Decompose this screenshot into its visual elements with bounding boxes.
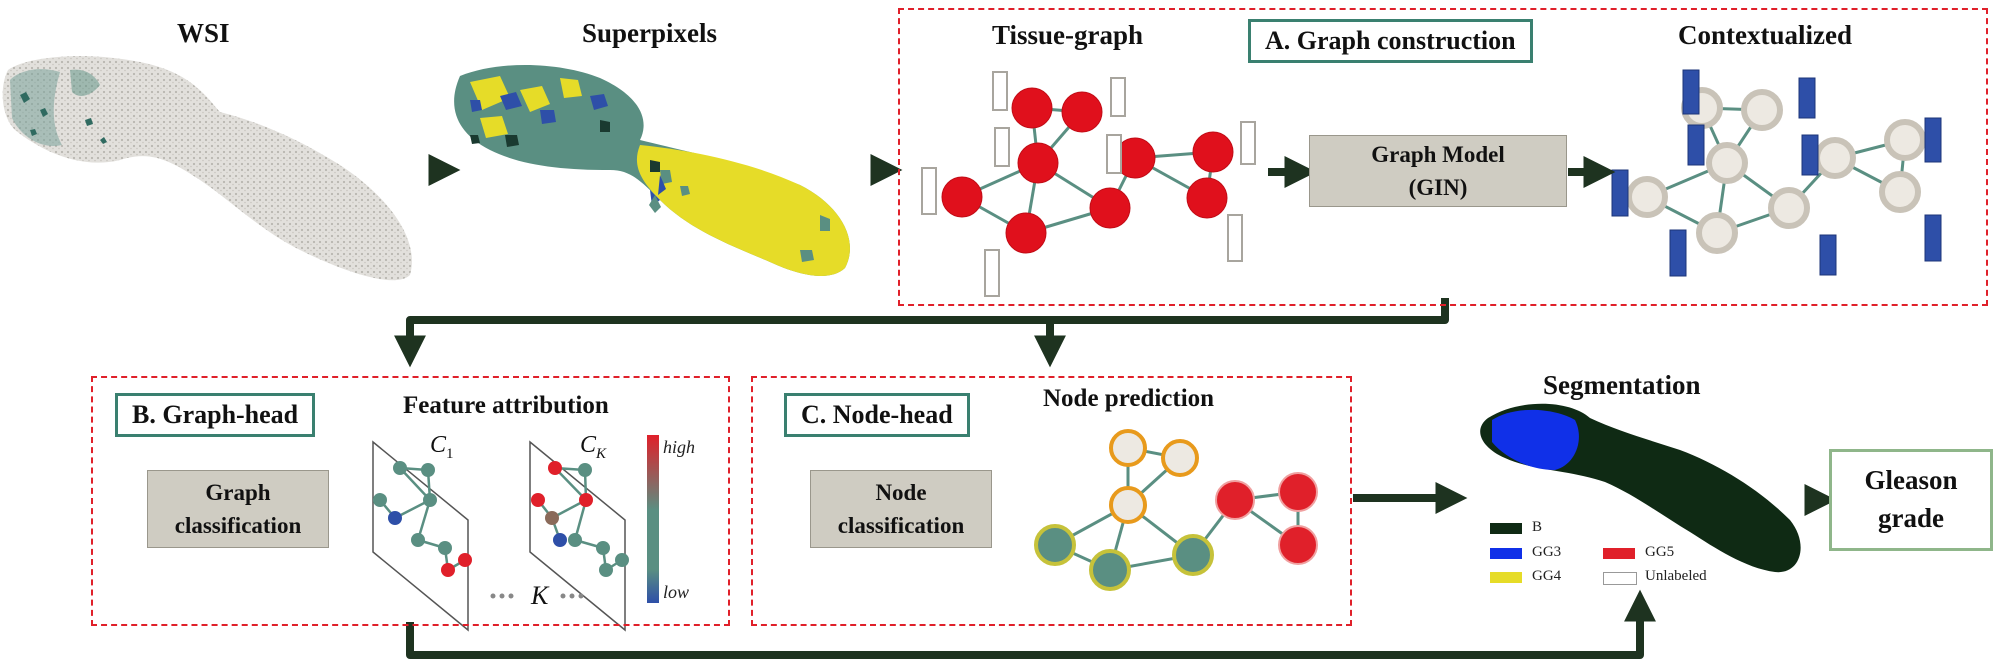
graph-head-title: B. Graph-head <box>115 393 316 437</box>
scale-high-label: high <box>663 437 696 457</box>
node-prediction-label: Node prediction <box>1043 385 1215 412</box>
legend-label-gg4: GG4 <box>1532 568 1562 584</box>
superpixels-label: Superpixels <box>582 18 718 48</box>
graph-model-line2: (GIN) <box>1408 175 1468 200</box>
flow-arrows <box>394 154 1837 659</box>
legend-swatch-b <box>1490 523 1522 534</box>
graph-model-box: Graph Model (GIN) <box>1309 135 1567 207</box>
wsi-image <box>2 56 412 281</box>
graph-construction-title: A. Graph construction <box>1248 19 1533 63</box>
legend-swatch-gg4 <box>1490 572 1522 583</box>
feature-attribution-panels <box>372 435 659 632</box>
segmentation-image <box>1480 403 1801 573</box>
graph-model-line1: Graph Model <box>1371 141 1505 167</box>
class-first-label: C1 <box>430 432 454 463</box>
node-head-frame <box>751 376 1352 626</box>
node-classification-line2: classification <box>837 513 965 538</box>
contextualized-graph <box>1611 69 1942 277</box>
legend-swatch-gg3 <box>1490 548 1522 559</box>
feature-attribution-label: Feature attribution <box>403 392 609 419</box>
graph-classification-line2: classification <box>174 513 302 538</box>
gleason-line2: grade <box>1878 503 1944 533</box>
node-prediction-graph <box>1034 429 1318 591</box>
segmentation-label: Segmentation <box>1543 370 1701 400</box>
graph-classification-box: Graph classification <box>147 470 329 548</box>
class-last-subscript: K <box>596 445 607 462</box>
k-label: K <box>531 581 549 610</box>
graph-classification-line1: Graph <box>205 479 271 505</box>
attribution-color-scale <box>647 435 659 603</box>
class-first-letter: C <box>430 432 447 458</box>
legend-swatch-unlabeled <box>1603 572 1637 585</box>
contextualized-label: Contextualized <box>1678 20 1852 50</box>
class-last-label: CK <box>580 432 606 463</box>
scale-low-label: low <box>663 582 690 602</box>
node-classification-box: Node classification <box>810 470 992 548</box>
legend-label-gg5: GG5 <box>1645 544 1675 560</box>
superpixels-image <box>454 64 850 276</box>
graph-head-frame <box>91 376 730 626</box>
legend-swatch-gg5 <box>1603 548 1635 559</box>
wsi-label: WSI <box>177 18 230 48</box>
legend-label-unlabeled: Unlabeled <box>1645 568 1707 584</box>
legend-label-gg3: GG3 <box>1532 544 1562 560</box>
tissue-graph-label: Tissue-graph <box>992 20 1144 50</box>
node-head-title: C. Node-head <box>784 393 970 437</box>
class-last-letter: C <box>580 432 597 458</box>
class-first-subscript: 1 <box>446 445 454 462</box>
legend-label-b: B <box>1532 519 1543 535</box>
node-classification-line1: Node <box>875 479 927 505</box>
gleason-line1: Gleason <box>1864 465 1958 496</box>
tissue-graph <box>921 71 1256 297</box>
graph-construction-frame <box>898 8 1988 306</box>
gleason-grade-box: Gleason grade <box>1829 449 1993 551</box>
